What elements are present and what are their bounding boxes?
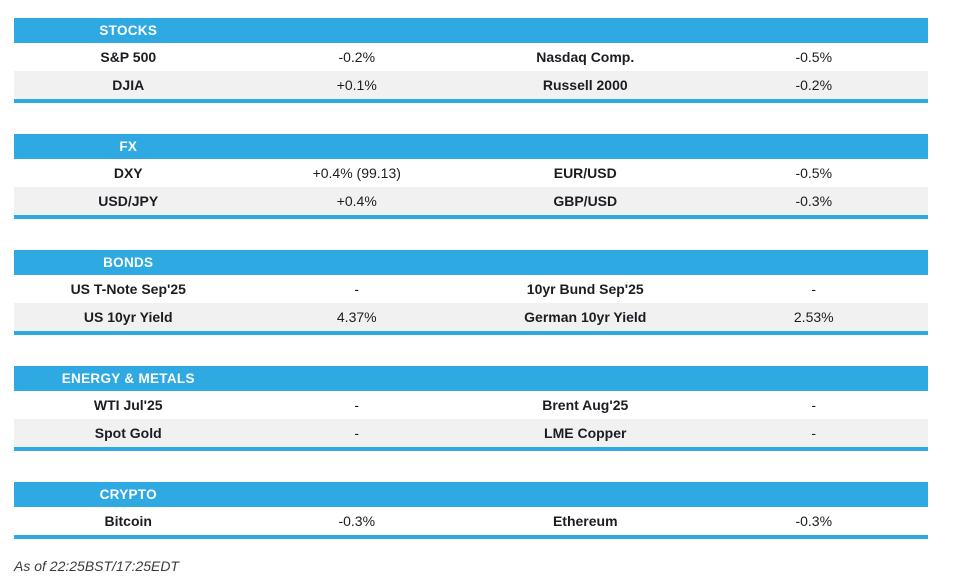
section-bonds: BONDS US T-Note Sep'25-10yr Bund Sep'25- U…: [14, 250, 928, 335]
instrument-label: Brent Aug'25: [542, 397, 629, 413]
instrument-value: +0.4% (99.13): [312, 165, 401, 181]
instrument-value: -0.5%: [795, 165, 833, 181]
instrument-value: +0.1%: [336, 77, 377, 93]
instrument-label: USD/JPY: [98, 193, 159, 209]
table-row: WTI Jul'25 - Brent Aug'25 -: [14, 391, 928, 419]
instrument-label: WTI Jul'25: [93, 397, 163, 413]
instrument-value: -: [811, 281, 817, 297]
section-title: STOCKS: [99, 23, 158, 38]
table-row: S&P 500 -0.2% Nasdaq Comp. -0.5%: [14, 43, 928, 71]
section-header: CRYPTO: [14, 482, 928, 507]
instrument-label: US T-Note Sep'25: [70, 281, 186, 297]
instrument-value: -0.3%: [338, 513, 376, 529]
section-header: BONDS: [14, 250, 928, 275]
instrument-label: DXY: [113, 165, 143, 181]
instrument-value: -0.2%: [338, 49, 376, 65]
table-row: US T-Note Sep'25 - 10yr Bund Sep'25 -: [14, 275, 928, 303]
section-stocks: STOCKS S&P 500 -0.2% Nasdaq Comp. -0.5% DJIA +…: [14, 18, 928, 103]
instrument-value: -0.2%: [795, 77, 833, 93]
instrument-label: 10yr Bund Sep'25: [526, 281, 644, 297]
instrument-value: -0.3%: [795, 193, 833, 209]
instrument-label: Spot Gold: [94, 425, 162, 441]
section-energy-metals: ENERGY & METALS WTI Jul'25- Brent Aug'25- S…: [14, 366, 928, 451]
table-row: DJIA +0.1% Russell 2000 -0.2%: [14, 71, 928, 99]
table-row: Bitcoin -0.3% Ethereum -0.3%: [14, 507, 928, 535]
table-row: Spot Gold - LME Copper -: [14, 419, 928, 447]
instrument-label: Russell 2000: [542, 77, 628, 93]
instrument-label: GBP/USD: [553, 193, 618, 209]
section-header: FX: [14, 134, 928, 159]
instrument-value: 4.37%: [336, 309, 377, 325]
timestamp: As of 22:25BST/17:25EDT: [14, 558, 179, 574]
instrument-value: -: [354, 281, 360, 297]
instrument-label: Bitcoin: [104, 513, 152, 529]
instrument-value: -0.5%: [795, 49, 833, 65]
instrument-value: -: [811, 397, 817, 413]
section-crypto: CRYPTO Bitcoin -0.3% Ethereum -0.3%: [14, 482, 928, 539]
instrument-label: Ethereum: [552, 513, 618, 529]
market-table: STOCKS S&P 500 -0.2% Nasdaq Comp. -0.5% DJIA +…: [14, 18, 928, 570]
section-fx: FX DXY +0.4% (99.13) EUR/USD -0.5% USD/JPY +0.…: [14, 134, 928, 219]
table-row: US 10yr Yield 4.37% German 10yr Yield 2.53%: [14, 303, 928, 331]
instrument-label: US 10yr Yield: [83, 309, 173, 325]
instrument-label: LME Copper: [544, 425, 627, 441]
instrument-label: DJIA: [112, 77, 145, 93]
instrument-label: Nasdaq Comp.: [536, 49, 635, 65]
instrument-value: +0.4%: [336, 193, 377, 209]
section-header: STOCKS: [14, 18, 928, 43]
instrument-label: S&P 500: [100, 49, 157, 65]
instrument-value: 2.53%: [793, 309, 834, 325]
table-row: DXY +0.4% (99.13) EUR/USD -0.5%: [14, 159, 928, 187]
instrument-value: -0.3%: [795, 513, 833, 529]
section-header: ENERGY & METALS: [14, 366, 928, 391]
section-title: CRYPTO: [99, 487, 157, 502]
instrument-value: -: [811, 425, 817, 441]
instrument-label: German 10yr Yield: [524, 309, 647, 325]
section-title: ENERGY & METALS: [61, 371, 195, 386]
section-title: FX: [119, 139, 138, 154]
section-title: BONDS: [103, 255, 154, 270]
instrument-label: EUR/USD: [553, 165, 617, 181]
instrument-value: -: [354, 397, 360, 413]
table-row: USD/JPY +0.4% GBP/USD -0.3%: [14, 187, 928, 215]
instrument-value: -: [354, 425, 360, 441]
